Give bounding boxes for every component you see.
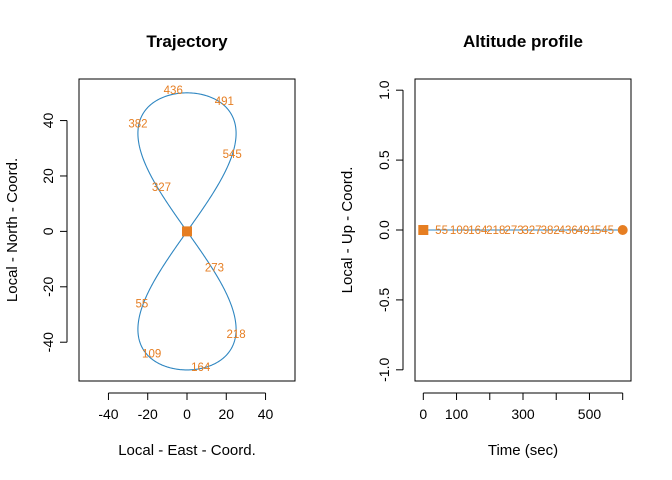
trajectory-start-marker — [182, 226, 192, 237]
altitude-point-label: 55 — [435, 225, 448, 237]
altitude-x-axis-label: Time (sec) — [488, 442, 558, 459]
trajectory-point-label: 164 — [191, 362, 211, 374]
trajectory-panel: Trajectory -40 -20 0 20 40 -40 -20 0 20 40 55 109 1… — [4, 32, 296, 459]
trajectory-x-tick-label: 0 — [183, 406, 191, 422]
trajectory-x-axis-label: Local - East - Coord. — [118, 442, 256, 459]
altitude-x-tick-label: 100 — [445, 406, 469, 422]
altitude-point-label: 218 — [486, 225, 505, 237]
trajectory-point-label: 55 — [135, 298, 148, 310]
trajectory-point-label: 218 — [226, 329, 245, 341]
trajectory-x-tick-label: -20 — [138, 406, 158, 422]
trajectory-x-tick-label: 40 — [258, 406, 274, 422]
altitude-point-label: 382 — [541, 225, 560, 237]
trajectory-y-tick-label: 40 — [40, 113, 56, 129]
altitude-point-label: 491 — [577, 225, 596, 237]
altitude-y-tick-label: 0.5 — [376, 150, 392, 170]
trajectory-point-label: 109 — [142, 348, 161, 360]
altitude-x-tick-label: 0 — [419, 406, 427, 422]
trajectory-point-label: 545 — [223, 149, 242, 161]
trajectory-y-tick-label: -40 — [40, 332, 56, 352]
trajectory-point-label: 436 — [164, 85, 183, 97]
altitude-y-tick-label: 0.0 — [376, 220, 392, 240]
altitude-plot-frame — [414, 78, 632, 382]
trajectory-y-axis-label: Local - North - Coord. — [4, 158, 21, 302]
trajectory-y-tick-label: 0 — [40, 227, 56, 235]
altitude-x-tick-label: 300 — [511, 406, 535, 422]
altitude-point-label: 545 — [595, 225, 614, 237]
altitude-start-marker — [418, 225, 429, 235]
altitude-y-tick-label: 1.0 — [376, 80, 392, 100]
trajectory-title: Trajectory — [146, 32, 228, 51]
altitude-point-label: 164 — [468, 225, 488, 237]
trajectory-y-tick-label: 20 — [40, 168, 56, 184]
altitude-point-label: 327 — [522, 225, 541, 237]
altitude-title: Altitude profile — [463, 32, 583, 51]
trajectory-data: 55 109 164 218 273 327 382 436 491 545 — [128, 85, 245, 374]
trajectory-x-tick-label: -40 — [98, 406, 118, 422]
altitude-axes: 0 100 300 500 -1.0 -0.5 0.0 0.5 1.0 — [376, 80, 624, 422]
trajectory-x-tick-label: 20 — [218, 406, 234, 422]
trajectory-point-label: 491 — [215, 96, 234, 108]
altitude-panel: Altitude profile 0 100 300 500 -1.0 -0.5 0.0 0.… — [339, 32, 632, 459]
altitude-x-tick-label: 500 — [578, 406, 602, 422]
altitude-point-label: 109 — [450, 225, 469, 237]
trajectory-axes: -40 -20 0 20 40 -40 -20 0 20 40 — [40, 113, 274, 422]
altitude-point-label: 436 — [559, 225, 578, 237]
altitude-y-axis-label: Local - Up - Coord. — [339, 167, 356, 294]
trajectory-plot-frame — [78, 78, 296, 382]
altitude-end-marker — [617, 225, 628, 235]
trajectory-point-label: 382 — [128, 118, 147, 130]
trajectory-y-tick-label: -20 — [40, 276, 56, 296]
trajectory-point-label: 327 — [152, 182, 171, 194]
altitude-y-tick-label: -1.0 — [376, 358, 392, 382]
trajectory-point-label: 273 — [205, 262, 224, 274]
altitude-y-tick-label: -0.5 — [376, 288, 392, 312]
altitude-point-label: 273 — [504, 225, 523, 237]
